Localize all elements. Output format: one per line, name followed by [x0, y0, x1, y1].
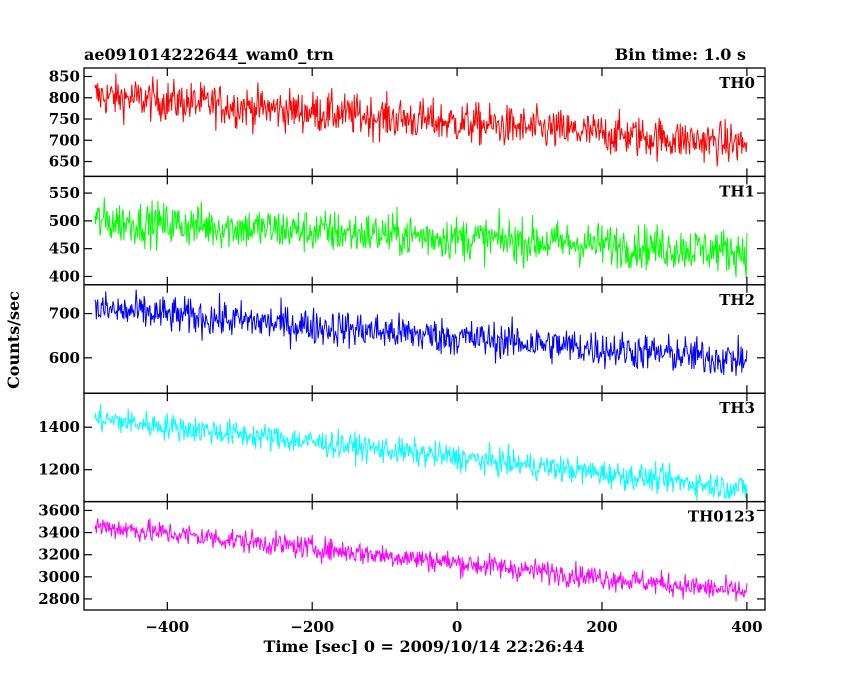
- panels-group: 650 700 750 800 850 TH0 400 450 500 550 TH1 600 700 T…: [38, 67, 766, 611]
- series-line-th0123: [94, 518, 748, 602]
- y-tick-label: 1200: [38, 461, 80, 479]
- y-tick-label: 450: [49, 240, 80, 258]
- x-tick-label: 0: [452, 618, 462, 636]
- y-tick-label: 400: [49, 267, 80, 285]
- y-tick-label: 550: [49, 184, 80, 202]
- panel-label: TH0123: [688, 508, 755, 526]
- panel-frame: [83, 392, 766, 503]
- series-line-th1: [94, 197, 748, 279]
- y-tick-label: 650: [49, 153, 80, 171]
- series-line-th0: [94, 73, 748, 167]
- panel-th0: 650 700 750 800 850 TH0: [49, 67, 766, 178]
- panel-label: TH1: [719, 182, 755, 200]
- panel-label: TH3: [719, 399, 755, 417]
- x-axis: −400 −200 0 200 400: [145, 618, 762, 636]
- panel-th2: 600 700 TH2: [49, 284, 766, 394]
- chart-title: ae091014222644_wam0_trn: [84, 45, 334, 64]
- panel-label: TH0: [719, 74, 755, 92]
- y-tick-label: 700: [49, 131, 80, 149]
- y-tick-label: 3600: [38, 501, 80, 519]
- x-axis-title: Time [sec] 0 = 2009/10/14 22:26:44: [264, 637, 585, 656]
- y-tick-label: 3200: [38, 546, 80, 564]
- x-tick-label: −400: [145, 618, 189, 636]
- y-tick-label: 500: [49, 212, 80, 230]
- panel-th3: 1200 1400 TH3: [38, 392, 766, 503]
- panel-frame: [83, 284, 766, 394]
- y-tick-label: 850: [49, 68, 80, 86]
- y-tick-label: 700: [49, 305, 80, 323]
- x-tick-label: −200: [290, 618, 334, 636]
- y-tick-label: 1400: [38, 418, 80, 436]
- y-tick-label: 3400: [38, 524, 80, 542]
- y-axis-title: Counts/sec: [4, 291, 23, 389]
- bin-time-label: Bin time: 1.0 s: [615, 45, 746, 64]
- panel-th0123: 2800 3000 3200 3400 3600 TH0123: [38, 500, 766, 611]
- y-tick-label: 2800: [38, 590, 80, 608]
- y-tick-label: 800: [49, 89, 80, 107]
- panel-frame: [83, 500, 766, 611]
- panel-th1: 400 450 500 550 TH1: [49, 175, 766, 285]
- x-tick-label: 200: [586, 618, 617, 636]
- y-tick-label: 600: [49, 349, 80, 367]
- panel-label: TH2: [719, 291, 755, 309]
- series-line-th3: [94, 403, 748, 502]
- series-line-th2: [94, 289, 748, 376]
- x-tick-label: 400: [731, 618, 762, 636]
- y-tick-label: 750: [49, 110, 80, 128]
- y-tick-label: 3000: [38, 568, 80, 586]
